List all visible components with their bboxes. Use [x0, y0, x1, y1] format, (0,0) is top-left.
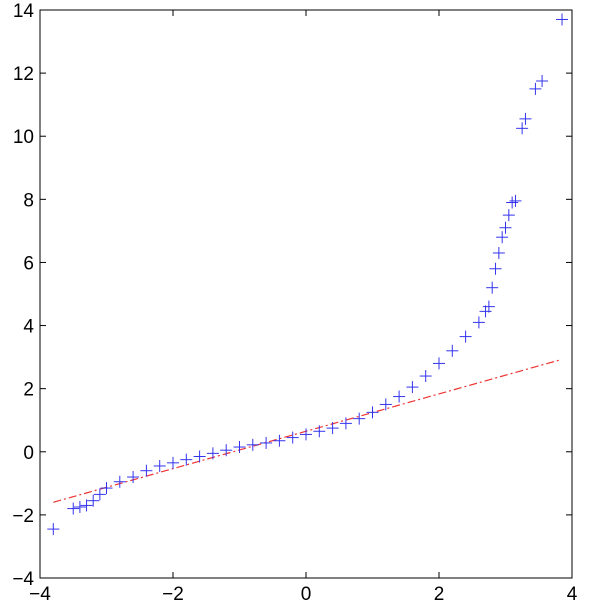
y-tick-label: 6 [23, 253, 34, 274]
data-point [140, 464, 153, 477]
y-tick-label: 2 [23, 380, 34, 401]
data-point [47, 523, 60, 536]
data-point [313, 425, 326, 438]
axis-ticks [39, 9, 573, 579]
data-point [529, 82, 542, 95]
data-point [100, 482, 113, 495]
data-point [419, 370, 432, 383]
data-point [286, 431, 299, 444]
plot-area [39, 9, 573, 579]
x-tick-label: −4 [29, 584, 51, 604]
y-tick-label: 12 [13, 64, 34, 85]
data-point [492, 246, 505, 259]
x-tick-label: 4 [567, 584, 578, 604]
x-axis-tick-labels: −4 −2 0 2 4 [29, 584, 578, 604]
data-point [80, 499, 93, 512]
data-point [246, 438, 259, 451]
data-point [479, 305, 492, 318]
data-point [300, 428, 312, 441]
axes-frame [39, 9, 573, 579]
x-tick-label: −2 [162, 584, 184, 604]
data-point [379, 398, 392, 411]
data-point [113, 475, 126, 488]
data-point [73, 501, 86, 513]
data-point [482, 300, 495, 313]
data-point [536, 75, 549, 87]
data-point [67, 502, 80, 515]
y-tick-label: 4 [23, 317, 34, 338]
y-tick-label: 8 [23, 190, 34, 211]
data-point [556, 13, 569, 26]
y-tick-label: 10 [13, 127, 34, 148]
data-point [93, 488, 106, 501]
data-point [509, 194, 522, 207]
y-tick-label: 0 [23, 443, 34, 464]
data-point [519, 112, 532, 125]
data-point [433, 357, 445, 370]
data-point [486, 281, 499, 294]
data-point [502, 209, 515, 222]
data-point [273, 434, 286, 447]
y-axis-tick-labels: −4 −2 0 2 4 6 8 10 12 14 [12, 1, 34, 590]
data-point [260, 436, 273, 449]
data-point [393, 390, 406, 403]
data-point [206, 447, 219, 460]
data-point [127, 471, 140, 484]
data-point [233, 441, 246, 454]
data-point [193, 450, 206, 463]
data-point [446, 344, 459, 357]
data-point [472, 316, 485, 329]
data-point [87, 494, 100, 507]
data-point [489, 262, 502, 275]
data-point [353, 412, 366, 425]
data-point [506, 196, 519, 209]
data-point [366, 406, 379, 419]
x-tick-label: 0 [301, 584, 312, 604]
y-tick-label: 14 [13, 1, 35, 22]
y-tick-label: −4 [12, 569, 34, 590]
data-point [406, 381, 419, 394]
data-points [47, 13, 569, 536]
data-point [516, 122, 529, 135]
data-point [326, 422, 339, 435]
data-point [153, 459, 166, 472]
data-point [220, 444, 233, 457]
x-tick-label: 2 [434, 584, 445, 604]
data-point [339, 417, 352, 430]
data-point [496, 231, 509, 244]
data-point [499, 221, 512, 234]
data-point [180, 453, 193, 466]
data-point [167, 456, 179, 469]
y-tick-label: −2 [12, 506, 34, 527]
data-point [459, 330, 472, 343]
